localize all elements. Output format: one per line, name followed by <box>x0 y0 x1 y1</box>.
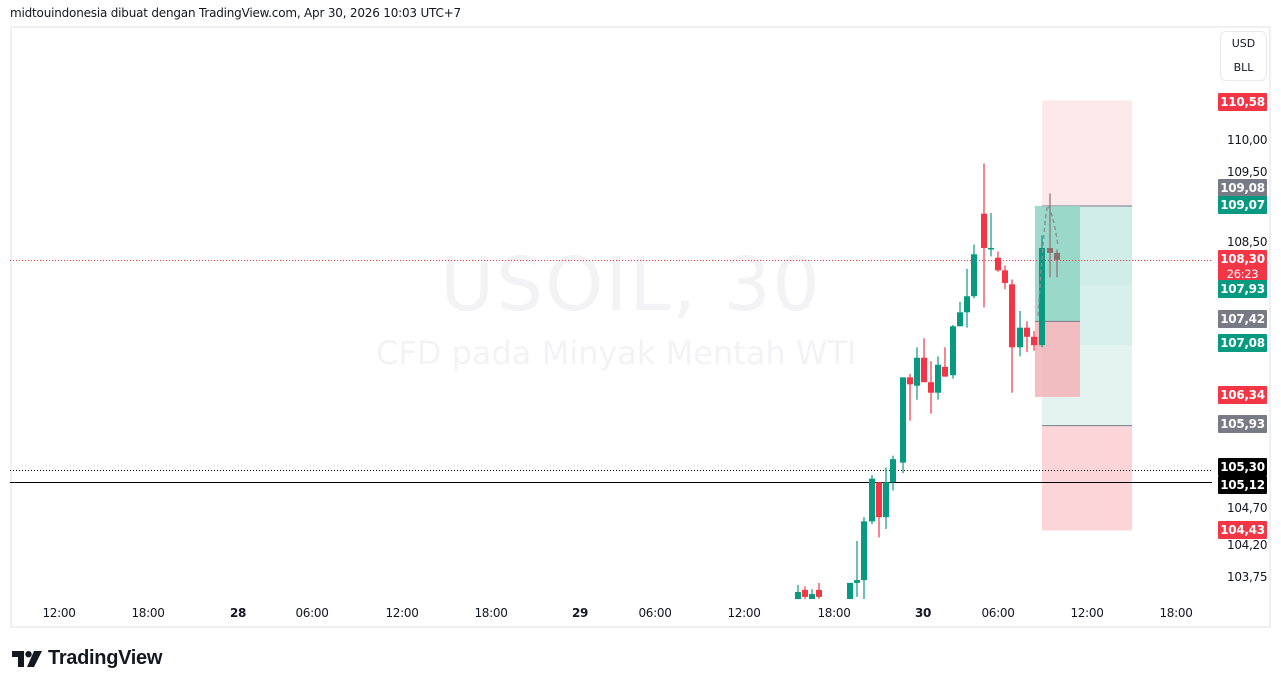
price-tag-value: 107,08 <box>1220 336 1265 350</box>
price-tag-value: 106,34 <box>1220 388 1265 402</box>
candle-body <box>809 594 815 599</box>
time-tick-label: 12:00 <box>727 606 761 620</box>
price-tag-value: 109,07 <box>1220 198 1265 212</box>
candle-body <box>883 482 889 518</box>
time-tick-label: 12:00 <box>385 606 419 620</box>
price-tick-label: 110,00 <box>1227 133 1268 147</box>
time-tick-label: 12:00 <box>42 606 76 620</box>
price-tag: 109,08 <box>1218 179 1267 197</box>
candle-body <box>816 589 822 597</box>
time-tick-label: 06:00 <box>638 606 672 620</box>
candle-body <box>928 382 934 393</box>
price-tag-value: 105,12 <box>1220 478 1265 492</box>
price-tag: 109,07 <box>1218 196 1267 214</box>
candle-body <box>1054 252 1060 260</box>
price-tick-label: 104,20 <box>1227 538 1268 552</box>
candle-body <box>981 213 987 248</box>
time-tick-label: 06:00 <box>981 606 1015 620</box>
candle-body <box>802 589 808 597</box>
time-tick-label: 18:00 <box>1159 606 1193 620</box>
time-tick-label: 18:00 <box>131 606 165 620</box>
candle-body <box>1017 327 1023 348</box>
price-tag: 107,08 <box>1218 334 1267 352</box>
candle-body <box>795 591 801 599</box>
price-tag-value: 107,93 <box>1220 282 1265 296</box>
candle-body <box>995 257 1001 271</box>
price-tick-label: 109,50 <box>1227 165 1268 179</box>
price-tag: 105,93 <box>1218 415 1267 433</box>
candle-body <box>950 326 956 376</box>
candle-body <box>964 296 970 313</box>
candle-body <box>1002 270 1008 283</box>
price-tick-label: 103,75 <box>1227 570 1268 584</box>
candle-body <box>942 366 948 377</box>
tradingview-logo-text: TradingView <box>48 647 163 669</box>
candle-body <box>988 247 994 250</box>
price-tag: 105,12 <box>1218 476 1267 494</box>
candle-body <box>907 377 913 385</box>
price-tag-value: 105,93 <box>1220 417 1265 431</box>
stop-zone-upper <box>1042 100 1132 207</box>
time-tick-label: 29 <box>571 606 589 620</box>
candle-body <box>914 357 920 386</box>
description-watermark: CFD pada Minyak Mentah WTI <box>376 334 857 372</box>
candle-body <box>1009 284 1015 348</box>
candle-body <box>1024 327 1030 337</box>
time-tick-label: 30 <box>914 606 932 620</box>
candle-body <box>971 254 977 297</box>
candle-body <box>921 357 927 383</box>
price-tag-value: 109,08 <box>1220 181 1265 195</box>
price-tag: 106,34 <box>1218 386 1267 404</box>
price-tag-value: 104,43 <box>1220 523 1265 537</box>
time-tick-label: 06:00 <box>295 606 329 620</box>
candle-body <box>900 377 906 463</box>
price-tag: 107,42 <box>1218 310 1267 328</box>
price-tick-label: 104,70 <box>1227 501 1268 515</box>
candle-body <box>861 521 867 581</box>
price-tag: 104,43 <box>1218 521 1267 539</box>
tradingview-logo[interactable]: TradingView <box>12 647 162 670</box>
attribution-header: midtouindonesia dibuat dengan TradingVie… <box>10 6 461 20</box>
price-tag: 110,58 <box>1218 93 1267 111</box>
price-tick-label: 108,50 <box>1227 235 1268 249</box>
time-tick-label: 28 <box>229 606 247 620</box>
time-tick-label: 12:00 <box>1070 606 1104 620</box>
currency-unit-selector[interactable]: USD BLL <box>1220 31 1267 81</box>
tradingview-logo-icon <box>12 650 42 667</box>
bar-countdown: 26:23 <box>1226 267 1259 281</box>
candle-body <box>876 482 882 518</box>
unit-measure: BLL <box>1233 61 1254 74</box>
candle-body <box>854 580 860 583</box>
price-tag: 107,93 <box>1218 280 1267 298</box>
price-tag-value: 107,42 <box>1220 312 1265 326</box>
candle-body <box>890 459 896 483</box>
symbol-watermark: USOIL, 30 <box>440 242 822 328</box>
candle-body <box>869 478 875 522</box>
candle-body <box>1047 247 1053 253</box>
price-tag: 105,30 <box>1218 458 1267 476</box>
time-tick-label: 18:00 <box>817 606 851 620</box>
candle-body <box>847 582 853 599</box>
candle-body <box>935 364 941 393</box>
price-tag: 108,30 26:23 <box>1218 250 1267 284</box>
time-tick-label: 18:00 <box>474 606 508 620</box>
candle-body <box>957 312 963 327</box>
projection-path <box>1037 204 1059 316</box>
candle-body <box>1039 247 1045 346</box>
price-tag-value: 105,30 <box>1220 460 1265 474</box>
candle-body <box>1031 336 1037 346</box>
price-tag-value: 108,30 <box>1220 252 1265 266</box>
unit-currency: USD <box>1231 37 1256 50</box>
price-tag-value: 110,58 <box>1220 95 1265 109</box>
stop-zone-lower <box>1042 425 1132 531</box>
